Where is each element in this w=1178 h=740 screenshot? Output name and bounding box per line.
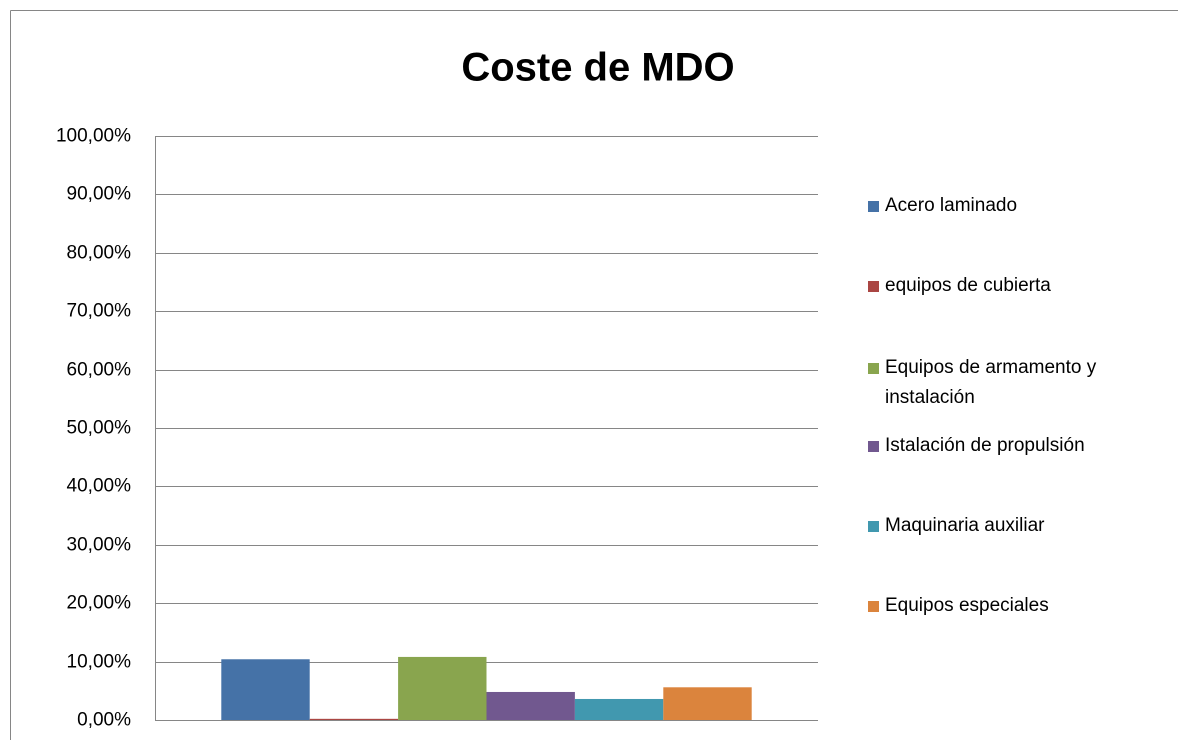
bar	[309, 718, 399, 720]
legend-entry: Equipos especiales	[868, 591, 1168, 621]
legend-swatch	[868, 281, 879, 292]
y-tick-label: 80,00%	[67, 243, 132, 264]
legend-label: Equipos de armamento y instalación	[885, 357, 1097, 408]
bar	[221, 659, 310, 720]
legend-swatch	[868, 601, 879, 612]
bar	[486, 691, 575, 720]
y-tick-label: 50,00%	[67, 418, 132, 439]
legend-swatch	[868, 521, 879, 532]
legend-label: equipos de cubierta	[885, 275, 1051, 296]
bar	[398, 656, 487, 720]
legend-label: Equipos especiales	[885, 595, 1049, 616]
legend-entry: Istalación de propulsión	[868, 431, 1168, 461]
y-tick-label: 100,00%	[56, 126, 131, 147]
y-tick-label: 90,00%	[67, 184, 132, 205]
y-tick-label: 10,00%	[67, 652, 132, 673]
y-tick-label: 40,00%	[67, 476, 132, 497]
bar	[663, 687, 752, 720]
legend-swatch	[868, 363, 879, 374]
legend-label: Maquinaria auxiliar	[885, 515, 1045, 536]
legend-label: Istalación de propulsión	[885, 435, 1085, 456]
legend-entry: Equipos de armamento y instalación	[868, 353, 1168, 413]
legend-label: Acero laminado	[885, 195, 1018, 216]
y-tick-label: 30,00%	[67, 535, 132, 556]
legend-swatch	[868, 201, 879, 212]
y-tick-label: 0,00%	[77, 710, 131, 731]
y-tick-label: 60,00%	[67, 360, 132, 381]
bar	[574, 698, 664, 720]
legend-entry: Maquinaria auxiliar	[868, 511, 1168, 541]
y-tick-label: 20,00%	[67, 593, 132, 614]
legend-swatch	[868, 441, 879, 452]
legend-entry: Acero laminado	[868, 191, 1168, 221]
chart-title: Coste de MDO	[461, 46, 734, 90]
legend-entry: equipos de cubierta	[868, 271, 1168, 301]
y-tick-label: 70,00%	[67, 301, 132, 322]
